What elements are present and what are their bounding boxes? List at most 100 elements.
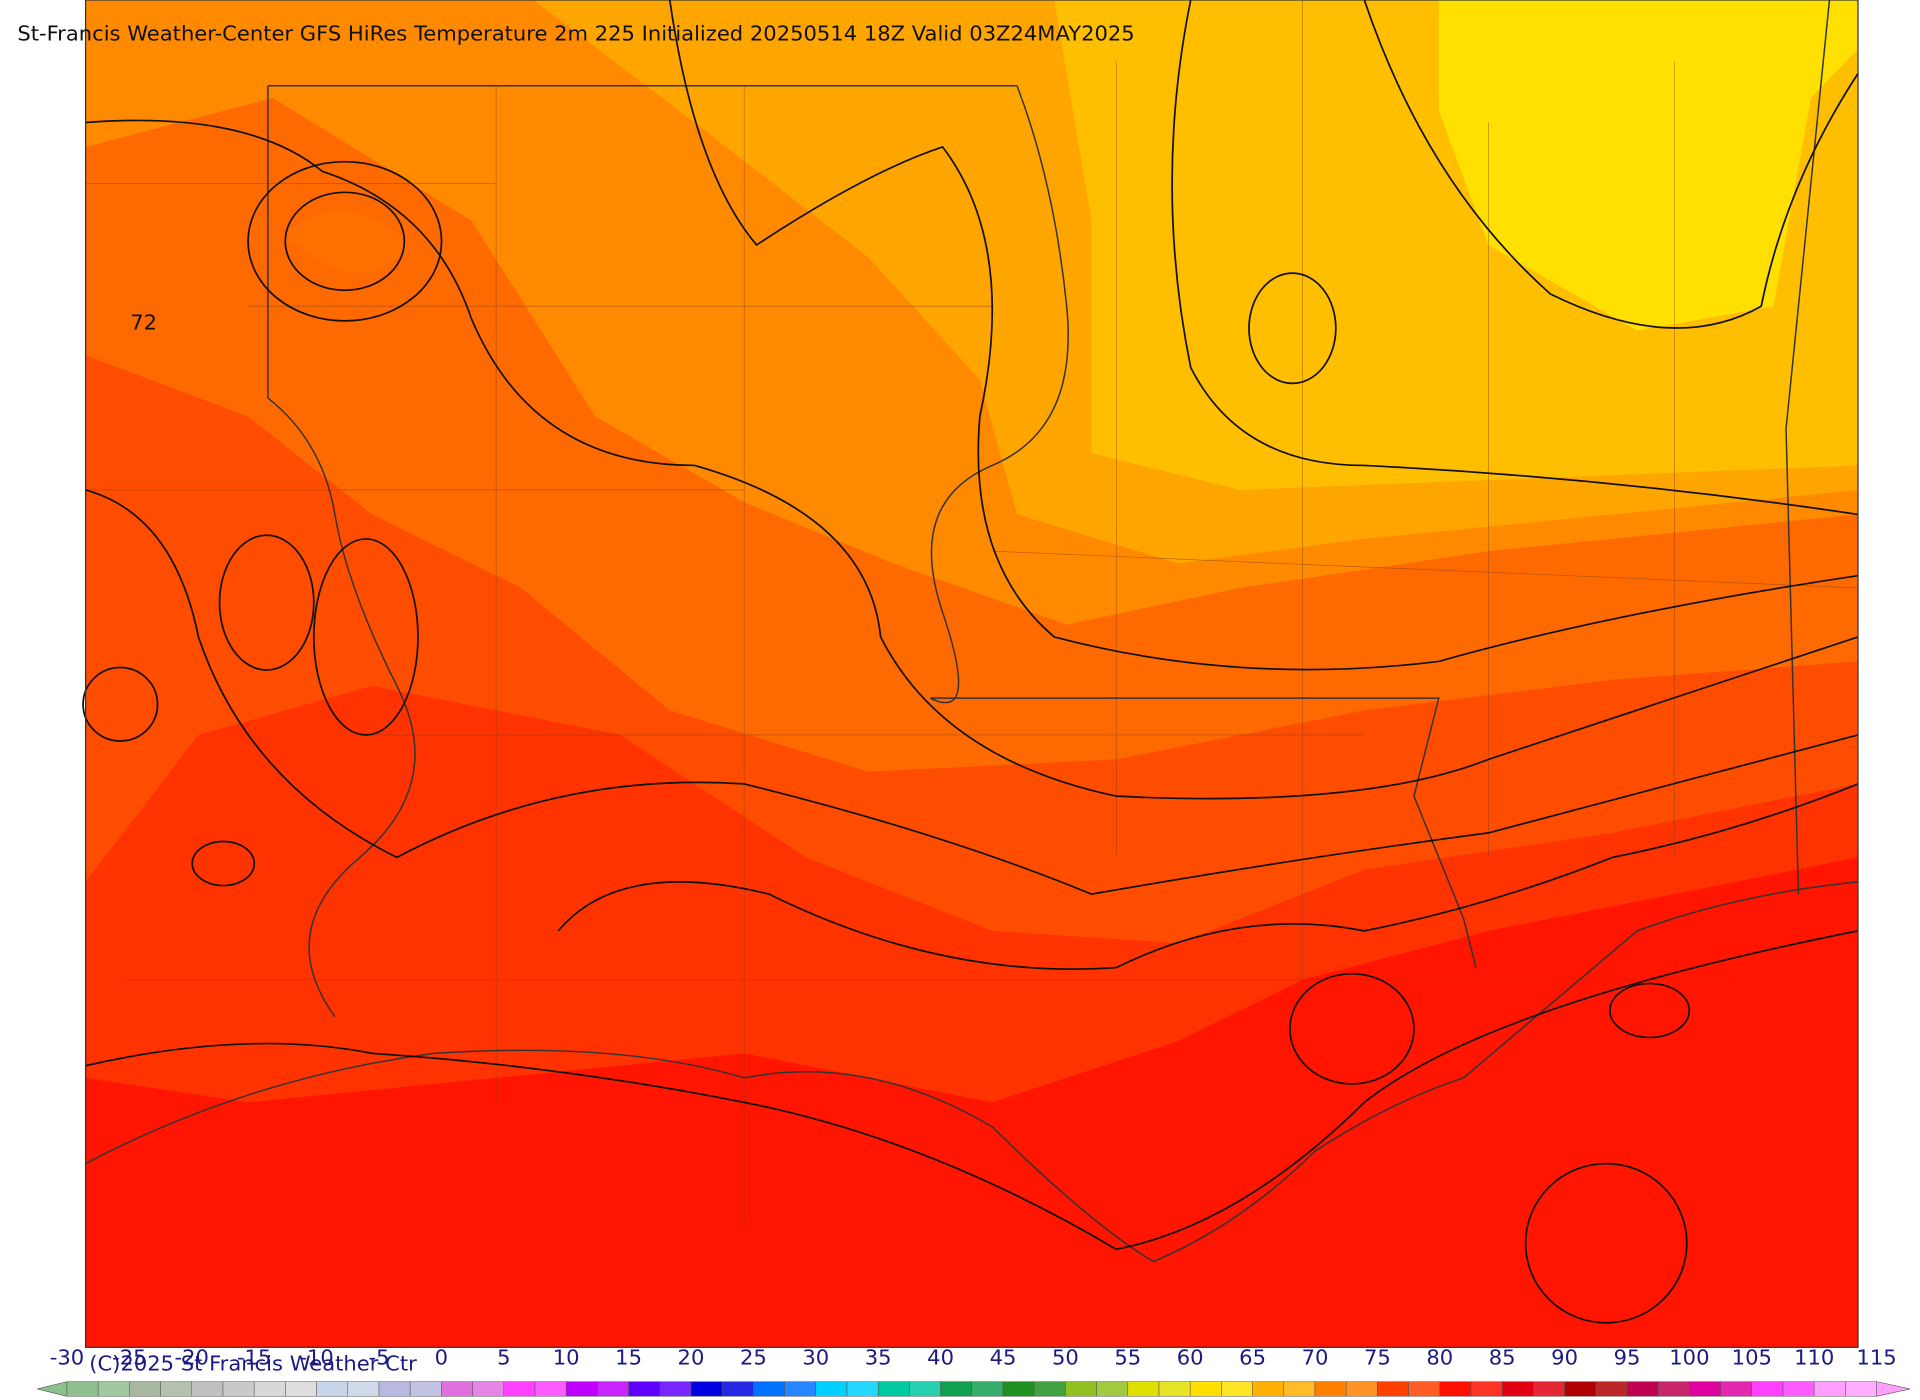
colorbar: -30 -25 -20 -15 -10 -5 0 5 10 15 20 25 30 35 40 45 50 55 6…: [37, 1346, 1911, 1397]
colorbar-tick-label: 60: [1177, 1346, 1204, 1370]
contour-line: [85, 119, 1859, 800]
contour-label: 72: [130, 311, 157, 335]
colorbar-segment: [1595, 1381, 1628, 1397]
colorbar-segment: [1845, 1381, 1877, 1397]
county-lines: [85, 0, 1858, 1225]
colorbar-segment: [1127, 1381, 1160, 1397]
colorbar-end: [37, 1381, 68, 1397]
colorbar-segment: [1501, 1381, 1534, 1397]
colorbar-tick-label: 100: [1669, 1346, 1709, 1370]
colorbar-segment: [1657, 1381, 1690, 1397]
colorbar-tick-label: -25: [112, 1346, 146, 1370]
colorbar-tick-label: 95: [1614, 1346, 1641, 1370]
colorbar-segment: [1252, 1381, 1285, 1397]
contour-ring: [1524, 1162, 1688, 1324]
contour-line: [668, 0, 1859, 671]
colorbar-segment: [316, 1381, 349, 1397]
colorbar-segment: [534, 1381, 567, 1397]
colorbar-segment: [378, 1381, 411, 1397]
colorbar-segment: [1689, 1381, 1721, 1397]
colorbar-segment: [1626, 1381, 1659, 1397]
colorbar-tick-label: 55: [1114, 1346, 1141, 1370]
colorbar-tick-label: -10: [299, 1346, 333, 1370]
colorbar-segment: [721, 1381, 754, 1397]
colorbar-segment: [1345, 1381, 1378, 1397]
colorbar-tick-label: 85: [1489, 1346, 1516, 1370]
colorbar-segment: [877, 1381, 910, 1397]
temperature-field: [85, 0, 1858, 1348]
colorbar-tick-label: 0: [435, 1346, 448, 1370]
contour-ring: [191, 840, 256, 887]
colorbar-segment: [253, 1381, 286, 1397]
colorbar-end: [1876, 1381, 1911, 1397]
colorbar-segment: [347, 1381, 380, 1397]
colorbar-tick-label: 30: [802, 1346, 829, 1370]
field-band: [1438, 0, 1858, 331]
map-title: St-Francis Weather-Center GFS HiRes Temp…: [17, 22, 1134, 46]
contour-ring: [218, 534, 315, 671]
colorbar-tick-label: 20: [678, 1346, 705, 1370]
colorbar-segment: [191, 1381, 224, 1397]
contours: [82, 0, 1859, 1324]
colorbar-tick-label: 70: [1302, 1346, 1329, 1370]
colorbar-segment: [1564, 1381, 1597, 1397]
contour-ring: [1248, 272, 1337, 385]
colorbar-tick-label: -15: [237, 1346, 271, 1370]
colorbar-segment: [1096, 1381, 1129, 1397]
contour-ring: [82, 666, 159, 742]
contour-line: [85, 930, 1859, 1251]
map-frame: [84, 0, 1859, 1348]
colorbar-segment: [1033, 1381, 1066, 1397]
colorbar-segment: [1314, 1381, 1347, 1397]
colorbar-tick-label: 75: [1364, 1346, 1391, 1370]
colorbar-segment: [1782, 1381, 1815, 1397]
warm-spot: [285, 210, 410, 273]
colorbar-segment: [940, 1381, 973, 1397]
contour-line: [1363, 0, 1859, 329]
colorbar-segment: [1533, 1381, 1565, 1397]
colorbar-segment: [846, 1381, 879, 1397]
colorbar-segment: [1065, 1381, 1097, 1397]
contour-ring: [312, 538, 419, 736]
colorbar-tick-label: -5: [368, 1346, 389, 1370]
contour-line: [85, 489, 1859, 896]
colorbar-segment: [285, 1381, 317, 1397]
colorbar-tick-label: 65: [1239, 1346, 1266, 1370]
colorbar-segment: [160, 1381, 193, 1397]
copyright: (C)2025 St Francis Weather Ctr: [89, 1352, 417, 1376]
colorbar-segment: [1439, 1381, 1472, 1397]
colorbar-segment: [971, 1381, 1004, 1397]
colorbar-tick-label: 35: [865, 1346, 892, 1370]
colorbar-tick-label: -30: [50, 1346, 84, 1370]
colorbar-tick-label: 45: [990, 1346, 1017, 1370]
colorbar-segment: [409, 1381, 442, 1397]
colorbar-segment: [1158, 1381, 1191, 1397]
colorbar-tick-label: 40: [927, 1346, 954, 1370]
borders: [85, 0, 1859, 1263]
colorbar-segment: [1470, 1381, 1503, 1397]
colorbar-segment: [1002, 1381, 1035, 1397]
colorbar-segment: [472, 1381, 505, 1397]
contour-line: [1171, 0, 1859, 516]
colorbar-segment: [66, 1381, 99, 1397]
colorbar-segment: [565, 1381, 598, 1397]
colorbar-segment: [129, 1381, 161, 1397]
colorbar-segment: [1377, 1381, 1409, 1397]
colorbar-segment: [1408, 1381, 1441, 1397]
colorbar-segment: [1189, 1381, 1222, 1397]
colorbar-tick-label: 5: [497, 1346, 510, 1370]
colorbar-tick-label: 50: [1052, 1346, 1079, 1370]
colorbar-segment: [503, 1381, 536, 1397]
colorbar-segment: [97, 1381, 130, 1397]
colorbar-segment: [628, 1381, 661, 1397]
colorbar-segment: [1813, 1381, 1846, 1397]
colorbar-tick-label: 10: [553, 1346, 580, 1370]
colorbar-segment: [1720, 1381, 1753, 1397]
colorbar-tick-label: 25: [740, 1346, 767, 1370]
colorbar-tick-label: 80: [1426, 1346, 1453, 1370]
colorbar-segment: [597, 1381, 629, 1397]
contour-line: [557, 783, 1859, 970]
colorbar-tick-label: 110: [1794, 1346, 1834, 1370]
